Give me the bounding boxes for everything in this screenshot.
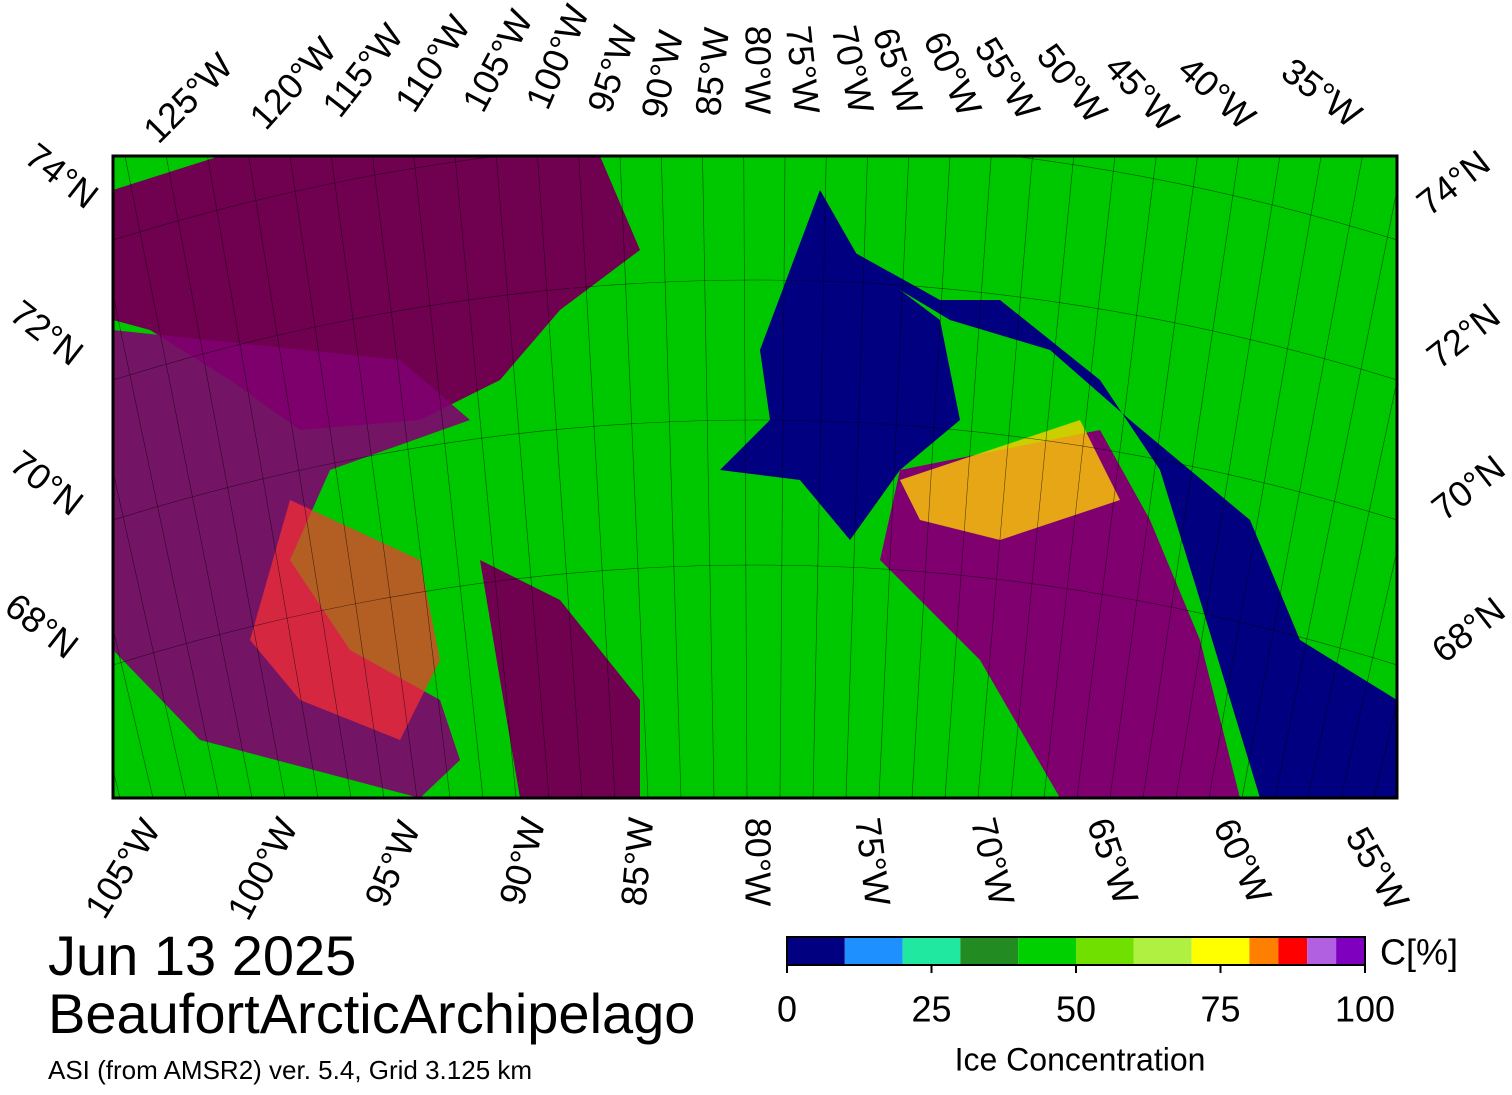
bottom-label: 55°W xyxy=(1338,820,1418,917)
left-label: 74°N xyxy=(18,135,107,217)
colorbar-tick-label: 50 xyxy=(1056,989,1096,1030)
bottom-label: 70°W xyxy=(963,814,1023,909)
map-frame xyxy=(111,154,1399,800)
meridian xyxy=(413,156,484,798)
meridian xyxy=(660,156,682,798)
top-label: 125°W xyxy=(135,45,241,151)
top-label: 75°W xyxy=(778,24,828,116)
top-label: 40°W xyxy=(1170,48,1263,138)
meridian xyxy=(1307,379,1397,798)
meridian xyxy=(779,156,786,798)
top-label: 45°W xyxy=(1097,47,1187,140)
meridian xyxy=(911,156,951,798)
meridian xyxy=(878,156,910,798)
meridian xyxy=(743,156,748,798)
open-water xyxy=(720,190,960,540)
bottom-label: 60°W xyxy=(1205,812,1280,909)
bottom-label: 105°W xyxy=(76,812,168,926)
bottom-label: 80°W xyxy=(737,818,778,906)
top-label: 85°W xyxy=(687,26,737,118)
colorbar-label: Ice Concentration xyxy=(955,1041,1206,1077)
left-label: 70°N xyxy=(3,442,92,524)
bottom-label: 95°W xyxy=(356,815,428,912)
meridian xyxy=(207,156,319,798)
basin xyxy=(480,560,640,798)
date: Jun 13 2025 xyxy=(48,924,356,987)
colorbar-segment xyxy=(902,937,961,965)
colorbar-segment xyxy=(1278,937,1308,965)
colorbar-tick-label: 25 xyxy=(911,989,951,1030)
parallel xyxy=(113,279,1397,381)
right-label: 70°N xyxy=(1424,447,1512,529)
meridian xyxy=(702,156,715,798)
meridian xyxy=(289,156,385,798)
parallel xyxy=(113,156,1397,241)
bottom-label: 85°W xyxy=(613,816,662,908)
meridian xyxy=(1340,549,1397,798)
meridian xyxy=(113,293,220,798)
meridian xyxy=(454,156,517,798)
top-label: 35°W xyxy=(1274,50,1369,136)
meridian xyxy=(1109,156,1198,798)
parallel xyxy=(113,419,1397,521)
map xyxy=(113,156,1397,798)
top-label: 50°W xyxy=(1029,36,1116,131)
meridian xyxy=(113,470,187,798)
left-label: 68°N xyxy=(0,585,86,667)
marginal-ice xyxy=(900,420,1120,540)
top-label: 80°W xyxy=(737,26,778,114)
meridian xyxy=(1208,156,1322,798)
meridian xyxy=(495,156,550,798)
colorbar-segment xyxy=(787,937,845,965)
meridian xyxy=(619,156,649,798)
meridian xyxy=(1010,156,1075,798)
colorbar-segment xyxy=(844,937,903,965)
meridian xyxy=(1175,156,1281,798)
colorbar-segment xyxy=(1336,937,1365,965)
title: BeaufortArcticArchipelago xyxy=(48,982,695,1045)
meridian xyxy=(1241,156,1363,798)
right-label: 74°N xyxy=(1409,142,1498,224)
baffin-bay-water xyxy=(820,190,1397,798)
meridian xyxy=(113,627,154,798)
bottom-label: 65°W xyxy=(1079,813,1147,910)
colorbar-segment xyxy=(1018,937,1076,965)
meridian xyxy=(812,156,827,798)
parallel xyxy=(113,564,1397,666)
bottom-label: 90°W xyxy=(491,813,553,909)
colorbar-segment xyxy=(1076,937,1134,965)
meridian xyxy=(1274,188,1397,798)
colorbar-segment xyxy=(1307,937,1337,965)
meridian xyxy=(124,156,253,798)
top-label: 55°W xyxy=(967,30,1049,127)
bottom-label: 100°W xyxy=(219,811,306,926)
colorbar-segment xyxy=(1191,937,1250,965)
meridian xyxy=(330,156,418,798)
colorbar-segment xyxy=(960,937,1019,965)
meridian xyxy=(248,156,352,798)
colorbar-tick-label: 0 xyxy=(777,989,797,1030)
meridian xyxy=(944,156,992,798)
meridian xyxy=(1043,156,1116,798)
right-label: 68°N xyxy=(1424,589,1512,671)
colorbar-unit: C[%] xyxy=(1380,932,1458,973)
meridian xyxy=(372,156,451,798)
subtitle: ASI (from AMSR2) ver. 5.4, Grid 3.125 km xyxy=(48,1055,532,1085)
colorbar-segment xyxy=(1249,937,1279,965)
meridian xyxy=(165,156,286,798)
right-label: 72°N xyxy=(1419,295,1508,377)
meridian xyxy=(537,156,583,798)
colorbar-tick-label: 100 xyxy=(1335,989,1395,1030)
meridian xyxy=(1142,156,1240,798)
colorbar-tick-label: 75 xyxy=(1200,989,1240,1030)
colorbar-segment xyxy=(1133,937,1192,965)
left-label: 72°N xyxy=(3,292,92,374)
meridian xyxy=(977,156,1033,798)
meridian xyxy=(1076,156,1157,798)
bottom-label: 75°W xyxy=(847,815,898,908)
meridian xyxy=(845,156,868,798)
meridian xyxy=(578,156,616,798)
